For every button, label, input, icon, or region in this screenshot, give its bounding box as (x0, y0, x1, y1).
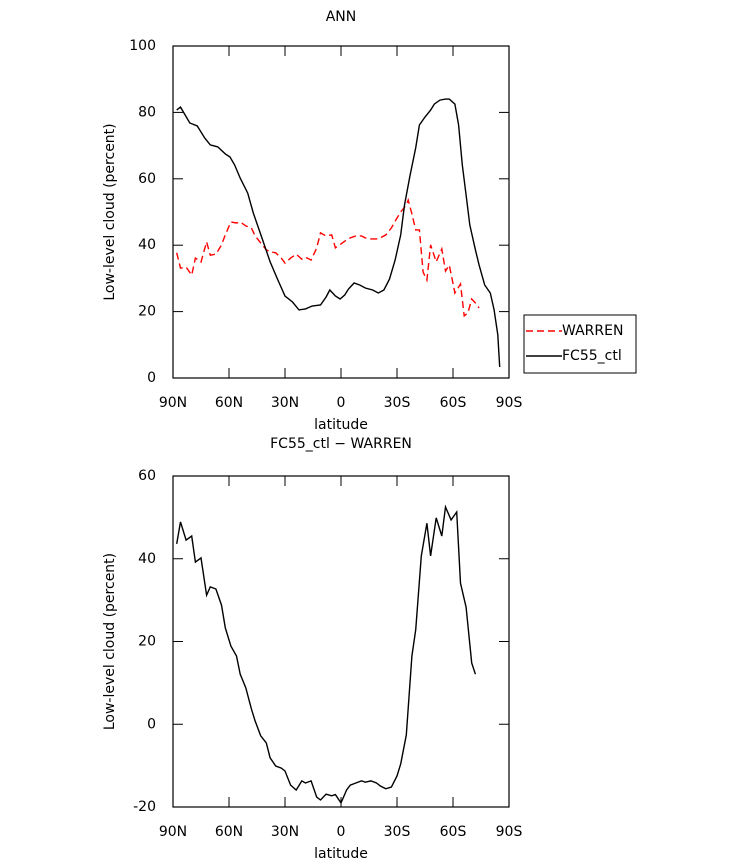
x-tick-label: 30S (384, 824, 411, 840)
x-tick-label: 60N (215, 395, 243, 411)
legend-label: FC55_ctl (562, 348, 622, 364)
chart-title: ANN (326, 9, 357, 25)
y-tick-label: 40 (138, 551, 156, 567)
plot-frame (172, 45, 510, 379)
chart-title: FC55_ctl − WARREN (270, 436, 412, 452)
y-tick-label: 60 (138, 468, 156, 484)
x-tick-label: 0 (337, 395, 346, 411)
data-line (176, 504, 477, 805)
legend-box (523, 314, 637, 374)
x-axis-label: latitude (314, 846, 368, 862)
y-axis-label: Low-level cloud (percent) (102, 123, 118, 300)
y-tick-label: 60 (138, 171, 156, 187)
y-tick-label: 100 (129, 38, 156, 54)
data-line (176, 197, 480, 318)
x-tick-label: 30S (384, 395, 411, 411)
legend-label: WARREN (562, 323, 623, 339)
y-tick-label: 40 (138, 237, 156, 253)
y-tick-label: 20 (138, 304, 156, 320)
x-tick-label: 60N (215, 824, 243, 840)
data-line (176, 98, 501, 368)
plot-frame (172, 475, 510, 808)
x-tick-label: 90S (496, 824, 523, 840)
x-tick-label: 30N (271, 824, 299, 840)
y-tick-label: -20 (133, 799, 156, 815)
y-tick-label: 20 (138, 634, 156, 650)
x-tick-label: 0 (337, 824, 346, 840)
y-tick-label: 0 (147, 716, 156, 732)
x-tick-label: 90N (159, 395, 187, 411)
x-tick-label: 30N (271, 395, 299, 411)
x-tick-label: 90S (496, 395, 523, 411)
x-axis-label: latitude (314, 417, 368, 433)
y-tick-label: 0 (147, 370, 156, 386)
y-axis-label: Low-level cloud (percent) (102, 553, 118, 730)
x-tick-label: 60S (440, 395, 467, 411)
x-tick-label: 90N (159, 824, 187, 840)
x-tick-label: 60S (440, 824, 467, 840)
y-tick-label: 80 (138, 104, 156, 120)
